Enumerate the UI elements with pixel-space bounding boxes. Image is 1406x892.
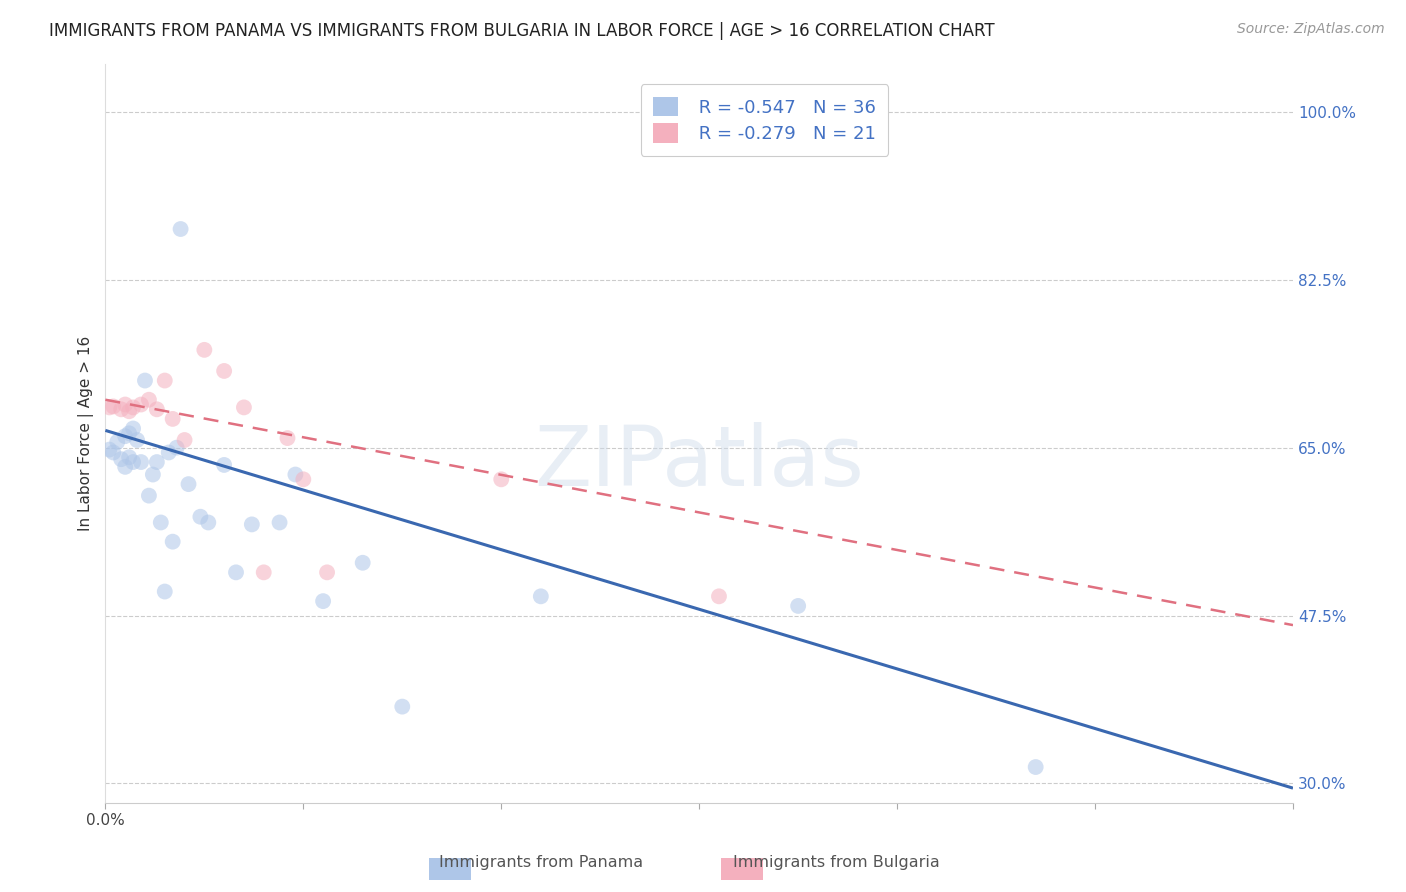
Point	[173, 433, 195, 447]
Point	[197, 516, 219, 530]
Point	[153, 584, 176, 599]
Point	[212, 364, 235, 378]
Point	[284, 467, 307, 482]
Point	[118, 404, 141, 418]
Point	[114, 397, 136, 411]
Point	[122, 401, 145, 415]
Point	[169, 222, 191, 236]
Point	[146, 455, 169, 469]
Point	[269, 516, 291, 530]
Point	[98, 442, 121, 457]
Point	[138, 392, 160, 407]
Point	[232, 401, 254, 415]
Point	[142, 467, 165, 482]
Point	[98, 401, 121, 415]
Point	[162, 412, 184, 426]
Point	[193, 343, 215, 357]
Point	[122, 455, 145, 469]
Point	[707, 590, 730, 604]
Point	[105, 434, 128, 449]
Point	[1025, 760, 1047, 774]
Y-axis label: In Labor Force | Age > 16: In Labor Force | Age > 16	[79, 335, 94, 531]
Text: Source: ZipAtlas.com: Source: ZipAtlas.com	[1237, 22, 1385, 37]
Point	[253, 566, 276, 580]
Point	[225, 566, 247, 580]
Point	[491, 472, 513, 486]
Point	[118, 426, 141, 441]
Point	[134, 374, 156, 388]
Point	[138, 489, 160, 503]
Point	[103, 400, 125, 414]
Text: Immigrants from Bulgaria: Immigrants from Bulgaria	[733, 855, 941, 870]
Text: ZIPatlas: ZIPatlas	[534, 422, 865, 503]
Legend:  R = -0.547   N = 36,  R = -0.279   N = 21: R = -0.547 N = 36, R = -0.279 N = 21	[641, 84, 889, 155]
Point	[125, 433, 148, 447]
Point	[149, 516, 172, 530]
Point	[114, 459, 136, 474]
Point	[114, 429, 136, 443]
Point	[787, 599, 810, 613]
Point	[118, 450, 141, 465]
Point	[316, 566, 339, 580]
Point	[391, 699, 413, 714]
Point	[157, 445, 180, 459]
Point	[312, 594, 335, 608]
Point	[146, 402, 169, 417]
Point	[530, 590, 553, 604]
Point	[212, 458, 235, 472]
Point	[166, 441, 188, 455]
Point	[110, 452, 132, 467]
Point	[129, 397, 152, 411]
Point	[153, 374, 176, 388]
Point	[129, 455, 152, 469]
Point	[292, 472, 315, 486]
Point	[122, 421, 145, 435]
Point	[240, 517, 263, 532]
Point	[190, 509, 212, 524]
Point	[110, 402, 132, 417]
Point	[177, 477, 200, 491]
Point	[276, 431, 298, 445]
Point	[162, 534, 184, 549]
Point	[352, 556, 374, 570]
Text: IMMIGRANTS FROM PANAMA VS IMMIGRANTS FROM BULGARIA IN LABOR FORCE | AGE > 16 COR: IMMIGRANTS FROM PANAMA VS IMMIGRANTS FRO…	[49, 22, 995, 40]
Point	[103, 445, 125, 459]
Text: Immigrants from Panama: Immigrants from Panama	[439, 855, 644, 870]
